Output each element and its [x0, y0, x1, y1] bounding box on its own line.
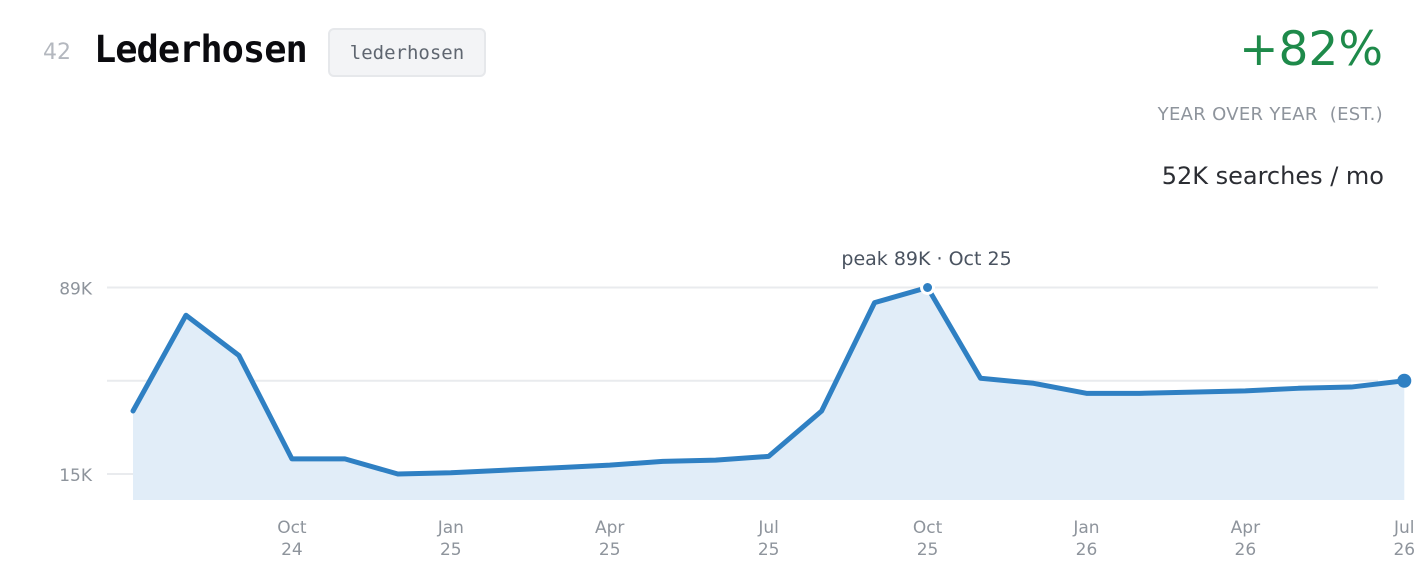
- x-tick-year: 25: [917, 540, 939, 560]
- last-point-marker: [1397, 373, 1412, 388]
- series-line: [130, 285, 1407, 477]
- keyword-title: Lederhosen: [94, 28, 308, 71]
- y-tick-label: 15K: [59, 466, 93, 486]
- keyword-tag[interactable]: lederhosen: [328, 28, 486, 77]
- x-tick-month: Jan: [1072, 518, 1099, 538]
- x-tick-month: Apr: [1231, 518, 1260, 538]
- growth-label: YEAR OVER YEAR (EST.): [1157, 104, 1383, 125]
- x-tick-month: Jan: [437, 518, 464, 538]
- growth-value: +82%: [1239, 22, 1383, 77]
- y-tick-label: 89K: [59, 280, 93, 300]
- x-tick-year: 26: [1235, 540, 1257, 560]
- x-tick-year: 25: [599, 540, 621, 560]
- x-tick-month: Jul: [1393, 518, 1415, 538]
- area-fill: [133, 287, 1405, 500]
- x-tick-month: Oct: [913, 518, 943, 538]
- x-tick-year: 24: [281, 540, 303, 560]
- x-tick-month: Apr: [595, 518, 624, 538]
- x-tick-month: Oct: [277, 518, 307, 538]
- peak-label: peak 89K · Oct 25: [841, 248, 1011, 270]
- x-tick-year: 26: [1393, 540, 1415, 560]
- peak-marker: [920, 280, 936, 295]
- x-tick-year: 25: [440, 540, 462, 560]
- x-tick-year: 26: [1076, 540, 1098, 560]
- x-tick-month: Jul: [757, 518, 779, 538]
- rank-number: 42: [43, 40, 71, 65]
- search-volume: 52K searches / mo: [1161, 162, 1384, 190]
- x-tick-year: 25: [758, 540, 780, 560]
